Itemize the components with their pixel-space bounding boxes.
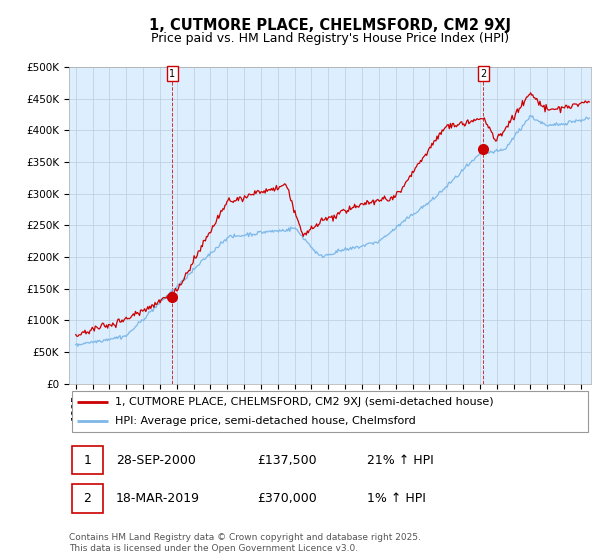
Text: 21% ↑ HPI: 21% ↑ HPI [367, 454, 433, 467]
Text: 18-MAR-2019: 18-MAR-2019 [116, 492, 200, 505]
Text: 1, CUTMORE PLACE, CHELMSFORD, CM2 9XJ: 1, CUTMORE PLACE, CHELMSFORD, CM2 9XJ [149, 18, 511, 32]
Text: 2: 2 [480, 68, 487, 78]
Text: 1% ↑ HPI: 1% ↑ HPI [367, 492, 425, 505]
Text: 28-SEP-2000: 28-SEP-2000 [116, 454, 196, 467]
Text: Price paid vs. HM Land Registry's House Price Index (HPI): Price paid vs. HM Land Registry's House … [151, 31, 509, 45]
Text: £370,000: £370,000 [257, 492, 317, 505]
FancyBboxPatch shape [71, 446, 103, 474]
Text: 1: 1 [83, 454, 91, 467]
Text: HPI: Average price, semi-detached house, Chelmsford: HPI: Average price, semi-detached house,… [115, 417, 416, 427]
FancyBboxPatch shape [71, 391, 589, 432]
Text: 2: 2 [83, 492, 91, 505]
Text: Contains HM Land Registry data © Crown copyright and database right 2025.
This d: Contains HM Land Registry data © Crown c… [69, 533, 421, 553]
Text: £137,500: £137,500 [257, 454, 317, 467]
FancyBboxPatch shape [71, 484, 103, 512]
Text: 1: 1 [169, 68, 175, 78]
Text: 1, CUTMORE PLACE, CHELMSFORD, CM2 9XJ (semi-detached house): 1, CUTMORE PLACE, CHELMSFORD, CM2 9XJ (s… [115, 396, 494, 407]
